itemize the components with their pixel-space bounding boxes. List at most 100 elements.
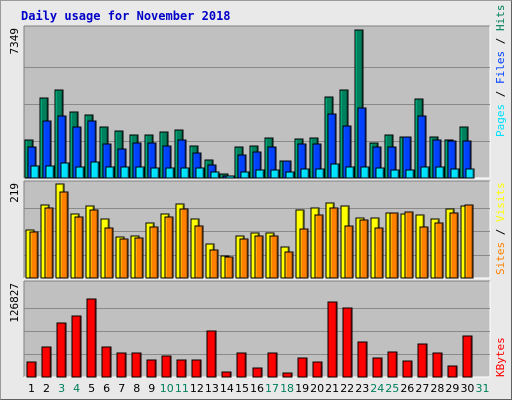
usage-bar-pages-day-2 bbox=[45, 165, 55, 179]
kbytes-bar-kbytes-day-29 bbox=[447, 365, 458, 378]
x-label-day-1: 1 bbox=[28, 382, 35, 395]
x-label-day-6: 6 bbox=[103, 382, 110, 395]
kbytes-bar-kbytes-day-26 bbox=[402, 360, 413, 378]
kbytes-bar-kbytes-day-11 bbox=[176, 359, 187, 378]
visitors-bar-sites-day-12 bbox=[194, 225, 204, 279]
usage-bar-pages-day-10 bbox=[165, 167, 175, 179]
usage-bar-pages-day-13 bbox=[210, 171, 220, 179]
visitors-bar-sites-day-9 bbox=[149, 226, 159, 279]
x-label-day-4: 4 bbox=[73, 382, 80, 395]
x-label-day-17: 17 bbox=[265, 382, 279, 395]
usage-bar-pages-day-17 bbox=[270, 169, 280, 179]
x-label-day-18: 18 bbox=[280, 382, 294, 395]
legend-pages: Pages bbox=[494, 104, 507, 137]
usage-bar-pages-day-21 bbox=[330, 163, 340, 179]
kbytes-bar-kbytes-day-7 bbox=[116, 352, 127, 378]
visitors-bar-sites-day-24 bbox=[374, 227, 384, 279]
usage-bar-pages-day-12 bbox=[195, 167, 205, 179]
usage-bar-pages-day-15 bbox=[240, 171, 250, 179]
usage-bar-pages-day-22 bbox=[345, 166, 355, 179]
usage-bar-pages-day-3 bbox=[60, 162, 70, 179]
legend-visitors: Sites / Visits bbox=[494, 182, 507, 275]
visitors-bar-sites-day-20 bbox=[314, 214, 324, 279]
x-label-day-8: 8 bbox=[133, 382, 140, 395]
legend-kbytes: KBytes bbox=[494, 337, 507, 377]
visitors-bar-sites-day-4 bbox=[74, 216, 84, 279]
kbytes-bar-kbytes-day-28 bbox=[432, 352, 443, 378]
x-label-day-5: 5 bbox=[88, 382, 95, 395]
visitors-bar-sites-day-13 bbox=[209, 249, 219, 279]
usage-bar-pages-day-11 bbox=[180, 167, 190, 179]
x-label-day-31: 31 bbox=[475, 382, 489, 395]
usage-bar-pages-day-4 bbox=[75, 166, 85, 179]
x-label-day-19: 19 bbox=[295, 382, 309, 395]
kbytes-bar-kbytes-day-22 bbox=[342, 307, 353, 378]
kbytes-bar-kbytes-day-25 bbox=[387, 351, 398, 378]
visitors-bar-sites-day-15 bbox=[239, 238, 249, 279]
legend-sep: / bbox=[494, 31, 507, 51]
kbytes-bar-kbytes-day-15 bbox=[236, 352, 247, 378]
kbytes-bar-kbytes-day-1 bbox=[26, 361, 37, 378]
visitors-bar-sites-day-19 bbox=[299, 228, 309, 279]
x-label-day-22: 22 bbox=[340, 382, 354, 395]
kbytes-bar-kbytes-day-2 bbox=[41, 346, 52, 378]
usage-bar-pages-day-20 bbox=[315, 168, 325, 179]
kbytes-bar-kbytes-day-19 bbox=[297, 357, 308, 378]
visitors-ymax-label: 219 bbox=[8, 183, 21, 203]
visitors-bar-sites-day-25 bbox=[389, 212, 399, 279]
usage-bar-pages-day-5 bbox=[90, 161, 100, 179]
x-label-day-28: 28 bbox=[430, 382, 444, 395]
usage-bar-pages-day-28 bbox=[435, 166, 445, 179]
x-label-day-15: 15 bbox=[235, 382, 249, 395]
x-label-day-24: 24 bbox=[370, 382, 384, 395]
visitors-bar-sites-day-29 bbox=[449, 212, 459, 279]
usage-bar-pages-day-26 bbox=[405, 169, 415, 179]
kbytes-bar-kbytes-day-8 bbox=[131, 352, 142, 378]
x-label-day-10: 10 bbox=[160, 382, 174, 395]
usage-bar-pages-day-27 bbox=[420, 166, 430, 179]
usage-bar-pages-day-25 bbox=[390, 169, 400, 179]
legend-files: Files bbox=[494, 51, 507, 84]
x-label-day-21: 21 bbox=[325, 382, 339, 395]
kbytes-bar-kbytes-day-10 bbox=[161, 355, 172, 378]
usage-bar-pages-day-29 bbox=[450, 168, 460, 179]
visitors-bar-sites-day-11 bbox=[179, 208, 189, 279]
usage-bar-pages-day-14 bbox=[225, 175, 235, 179]
legend-kbytes: KBytes bbox=[494, 337, 507, 377]
x-label-day-11: 11 bbox=[175, 382, 189, 395]
visitors-bar-sites-day-23 bbox=[359, 219, 369, 279]
usage-bar-pages-day-1 bbox=[30, 165, 40, 179]
kbytes-bar-kbytes-day-20 bbox=[312, 361, 323, 378]
visitors-bar-sites-day-2 bbox=[44, 207, 54, 279]
kbytes-ymax-label: 126827 bbox=[8, 283, 21, 323]
x-label-day-12: 12 bbox=[190, 382, 204, 395]
kbytes-bar-kbytes-day-4 bbox=[71, 315, 82, 378]
x-label-day-14: 14 bbox=[220, 382, 234, 395]
visitors-bar-sites-day-21 bbox=[329, 207, 339, 279]
legend-hits: Hits bbox=[494, 5, 507, 32]
visitors-bar-sites-day-10 bbox=[164, 216, 174, 279]
usage-bar-pages-day-24 bbox=[375, 167, 385, 179]
usage-bar-pages-day-19 bbox=[300, 168, 310, 179]
legend-usage: Pages / Files / Hits bbox=[494, 5, 507, 138]
usage-bar-pages-day-18 bbox=[285, 171, 295, 179]
kbytes-bar-kbytes-day-24 bbox=[372, 357, 383, 378]
x-label-day-30: 30 bbox=[460, 382, 474, 395]
usage-ymax-label: 7349 bbox=[8, 28, 21, 55]
x-label-day-2: 2 bbox=[43, 382, 50, 395]
visitors-bar-sites-day-18 bbox=[284, 251, 294, 279]
kbytes-bar-kbytes-day-14 bbox=[221, 371, 232, 378]
visitors-bar-sites-day-7 bbox=[119, 238, 129, 279]
kbytes-bar-kbytes-day-3 bbox=[56, 322, 67, 378]
kbytes-bar-kbytes-day-17 bbox=[267, 352, 278, 378]
x-label-day-25: 25 bbox=[385, 382, 399, 395]
legend-sep: / bbox=[494, 222, 507, 242]
visitors-bar-sites-day-5 bbox=[89, 209, 99, 279]
x-label-day-26: 26 bbox=[400, 382, 414, 395]
x-label-day-9: 9 bbox=[148, 382, 155, 395]
kbytes-bar-kbytes-day-9 bbox=[146, 359, 157, 378]
kbytes-bar-kbytes-day-18 bbox=[282, 372, 293, 378]
kbytes-bar-kbytes-day-6 bbox=[101, 346, 112, 378]
usage-bar-pages-day-7 bbox=[120, 166, 130, 179]
